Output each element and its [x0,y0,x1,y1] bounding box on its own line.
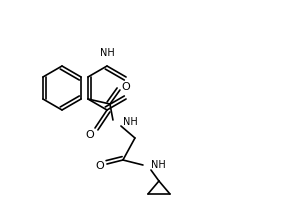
Text: NH: NH [123,117,138,127]
Text: NH: NH [151,160,166,170]
Text: NH: NH [100,48,114,58]
Text: O: O [122,82,130,92]
Text: O: O [96,161,104,171]
Text: O: O [85,130,94,140]
